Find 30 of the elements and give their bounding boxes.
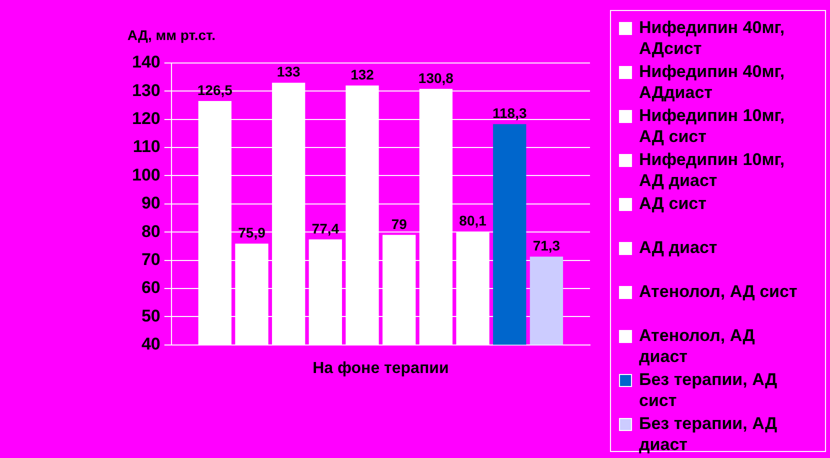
data-label: 79	[391, 216, 408, 232]
data-label: 80,1	[459, 212, 487, 229]
data-label: 133	[276, 64, 300, 80]
y-tick-label: 90	[141, 194, 160, 213]
y-tick-label: 70	[141, 250, 160, 269]
y-axis-title: АД, мм рт.ст.	[127, 26, 216, 43]
data-label: 132	[350, 66, 374, 82]
legend-label: Атенолол, АД сист	[639, 281, 798, 302]
legend-label: Без терапии, АД сист	[639, 369, 778, 411]
y-tick-label: 120	[132, 109, 160, 128]
y-tick-label: 80	[141, 222, 160, 241]
legend-label: АД диаст	[639, 237, 718, 258]
y-tick-label: 40	[141, 334, 160, 354]
data-label: 130,8	[418, 70, 454, 86]
data-label: 71,3	[532, 237, 560, 254]
legend-label: Нифедипин 10мг, АД диаст	[639, 149, 786, 191]
legend-label: АД сист	[639, 193, 708, 214]
y-tick-label: 130	[132, 80, 160, 100]
legend-label: Атенолол, АД диаст	[639, 325, 756, 367]
data-label: 118,3	[492, 105, 527, 122]
y-tick-label: 60	[141, 278, 160, 298]
x-tick-label: На фоне терапии	[312, 360, 449, 377]
legend-label: Без терапии, АД диаст	[639, 413, 778, 455]
legend-label: Нифедипин 40мг, АДдиаст	[639, 61, 786, 103]
legend-label: Нифедипин 10мг, АД сист	[639, 105, 786, 147]
legend-label: Нифедипин 40мг, АДсист	[639, 17, 786, 59]
y-tick-label: 110	[132, 137, 160, 156]
y-tick-label: 50	[141, 306, 160, 326]
y-tick-label: 100	[132, 165, 160, 184]
y-tick-label: 140	[132, 52, 160, 72]
